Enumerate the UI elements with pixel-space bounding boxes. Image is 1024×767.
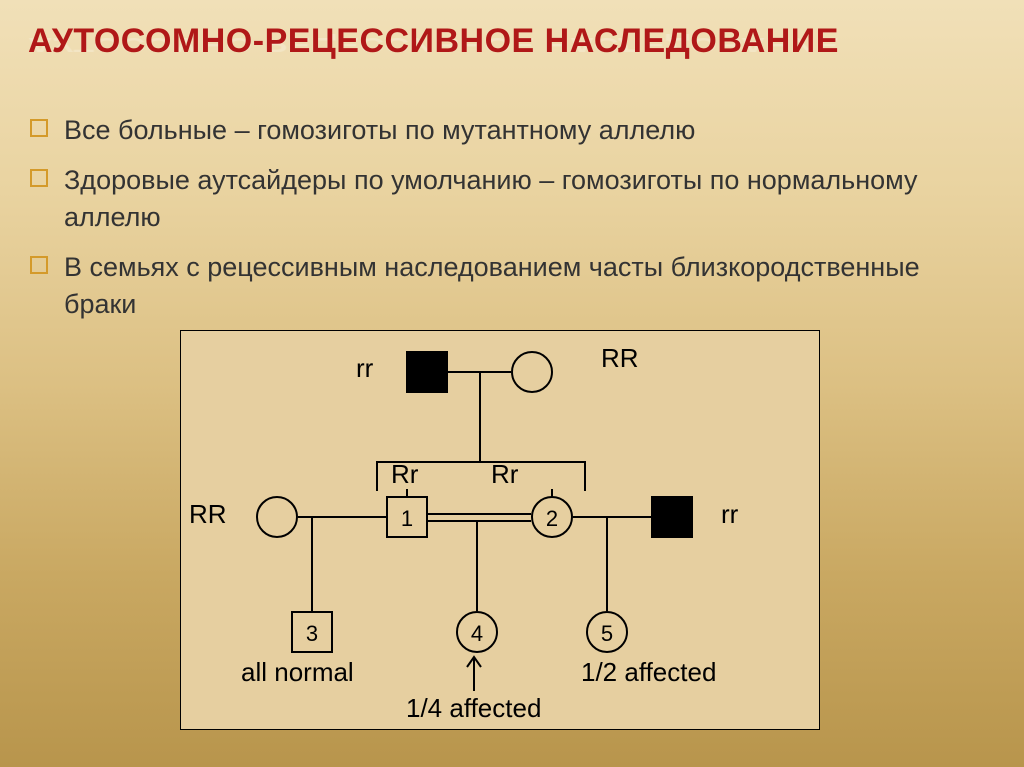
unaffected-female-icon (256, 496, 298, 538)
bullet-list: Все больные – гомозиготы по мутантному а… (30, 112, 984, 336)
descent-line (476, 520, 478, 611)
unaffected-male-icon: 1 (386, 496, 428, 538)
pedigree-diagram: rr RR Rr Rr RR 1 2 rr (180, 330, 820, 730)
descent-line (606, 516, 608, 611)
individual-number: 2 (533, 506, 571, 532)
unaffected-female-icon: 2 (531, 496, 573, 538)
unaffected-female-icon (511, 351, 553, 393)
bullet-text: В семьях с рецессивным наследованием час… (64, 249, 984, 322)
bullet-marker-icon (30, 256, 48, 274)
genotype-label: RR (601, 343, 639, 374)
genotype-label: rr (356, 353, 373, 384)
affected-male-icon (651, 496, 693, 538)
genotype-label: rr (721, 499, 738, 530)
individual-number: 1 (388, 506, 426, 532)
slide-title: Аутосомно-рецессивное наследование (28, 22, 839, 61)
bullet-marker-icon (30, 169, 48, 187)
outcome-label: 1/4 affected (406, 693, 541, 724)
bullet-item: Все больные – гомозиготы по мутантному а… (30, 112, 984, 148)
genotype-label: RR (189, 499, 227, 530)
bullet-text: Здоровые аутсайдеры по умолчанию – гомоз… (64, 162, 984, 235)
individual-number: 5 (588, 621, 626, 647)
bullet-marker-icon (30, 119, 48, 137)
genotype-label: Rr (391, 459, 418, 490)
unaffected-female-icon: 4 (456, 611, 498, 653)
descent-line (479, 371, 481, 461)
arrow-up-icon (464, 653, 484, 693)
mating-line (573, 516, 651, 518)
bullet-item: В семьях с рецессивным наследованием час… (30, 249, 984, 322)
outcome-label: all normal (241, 657, 354, 688)
outcome-label: 1/2 affected (581, 657, 716, 688)
slide: Аутосомно-рецессивное наследование Аутос… (0, 0, 1024, 767)
bullet-text: Все больные – гомозиготы по мутантному а… (64, 112, 695, 148)
genotype-label: Rr (491, 459, 518, 490)
consanguineous-line (428, 520, 531, 522)
individual-number: 4 (458, 621, 496, 647)
affected-male-icon (406, 351, 448, 393)
unaffected-male-icon: 3 (291, 611, 333, 653)
bullet-item: Здоровые аутсайдеры по умолчанию – гомоз… (30, 162, 984, 235)
individual-number: 3 (293, 621, 331, 647)
unaffected-female-icon: 5 (586, 611, 628, 653)
descent-line (311, 516, 313, 611)
consanguineous-line (428, 513, 531, 515)
